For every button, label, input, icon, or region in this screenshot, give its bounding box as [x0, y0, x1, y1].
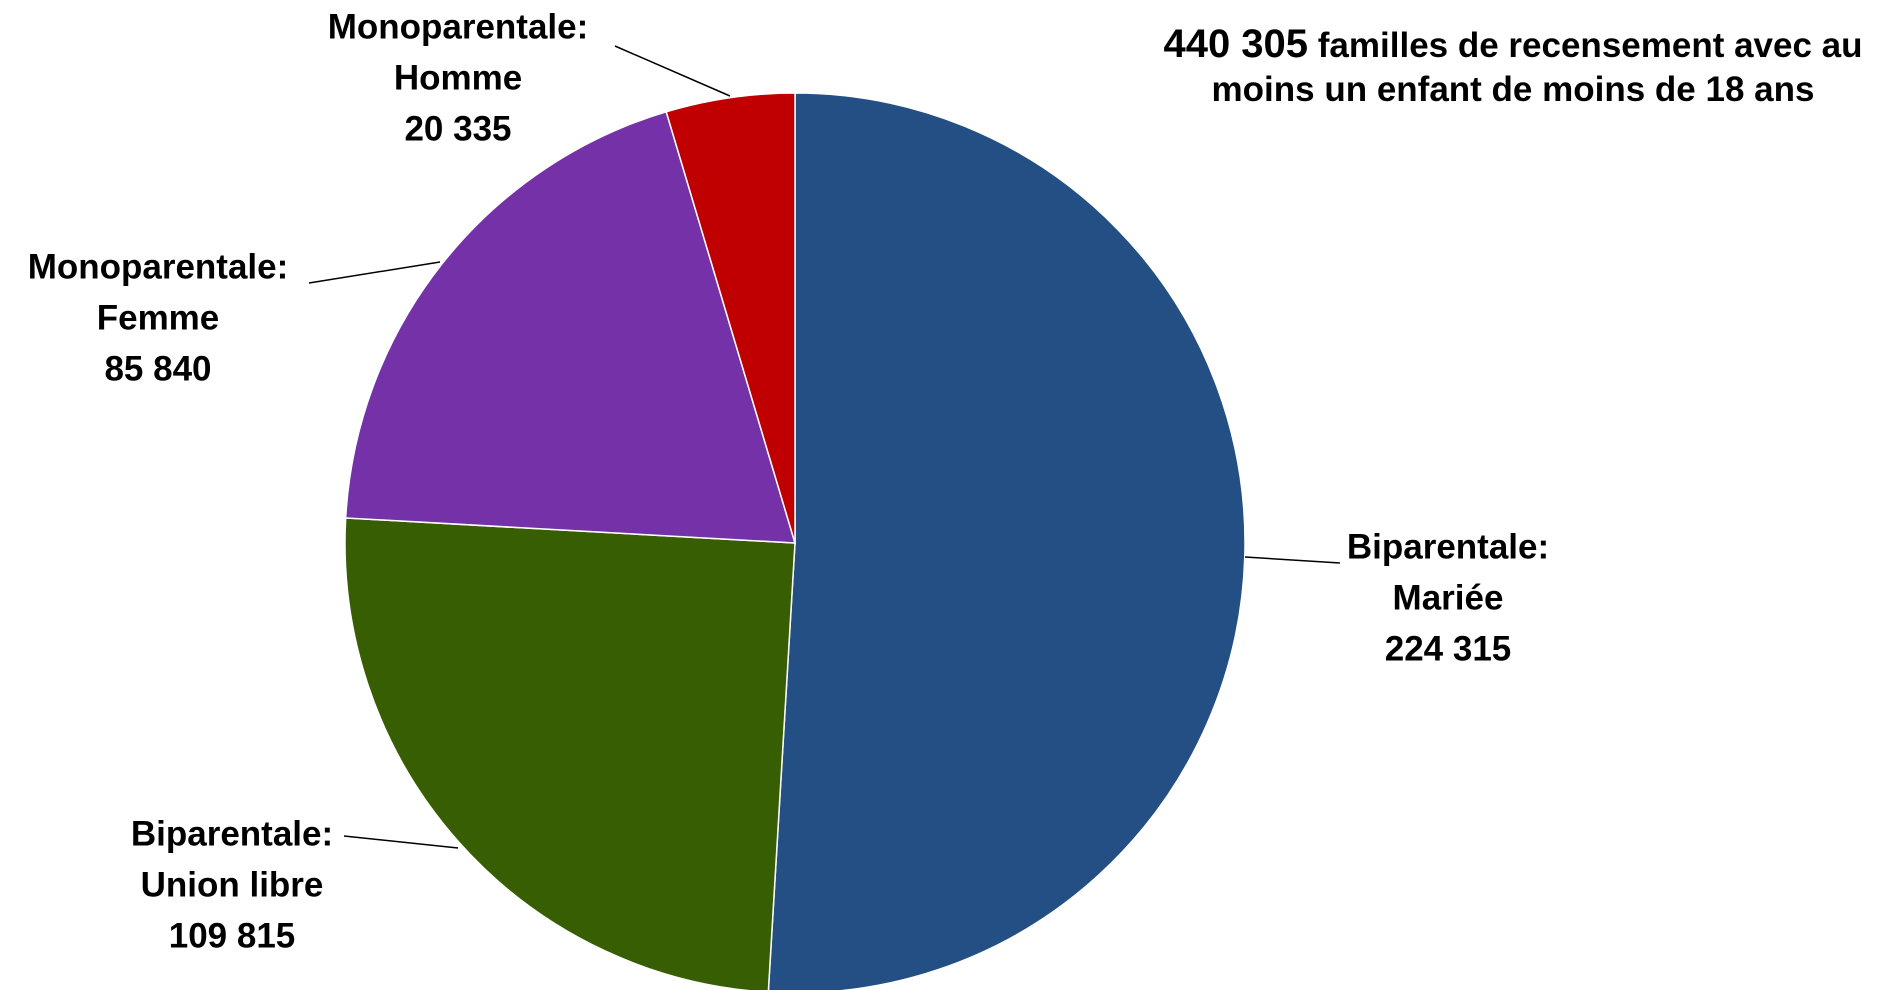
- leader-line-0: [1244, 556, 1341, 564]
- slice-label-subcategory-1: Union libre: [141, 865, 324, 904]
- slice-label-category-0: Biparentale:: [1347, 527, 1549, 566]
- slice-labels: Biparentale: Mariée 224 315 Biparentale: Uni…: [28, 7, 1549, 955]
- slice-label-value-3: 20 335: [404, 109, 511, 148]
- leader-line-3: [614, 45, 731, 97]
- slice-label-value-1: 109 815: [169, 916, 296, 955]
- slice-label-value-2: 85 840: [104, 349, 211, 388]
- slice-label-subcategory-2: Femme: [97, 298, 220, 337]
- slice-label-value-0: 224 315: [1385, 629, 1512, 668]
- chart-title: 440 305 familles de recensement avec au …: [1158, 22, 1868, 112]
- chart-title-number: 440 305: [1163, 22, 1309, 66]
- leader-lines: [308, 45, 1341, 849]
- chart-title-text: familles de recensement avec au moins un…: [1211, 26, 1863, 109]
- slice-label-subcategory-0: Mariée: [1393, 578, 1504, 617]
- slice-label-category-3: Monoparentale:: [328, 7, 589, 46]
- slice-label-subcategory-3: Homme: [394, 58, 522, 97]
- pie-slice-2: [344, 110, 797, 544]
- leader-line-1: [343, 835, 459, 849]
- pie-slice-3: [665, 92, 796, 544]
- pie-slice-1: [344, 517, 796, 990]
- leader-line-2: [308, 261, 441, 284]
- pie-slices: [344, 92, 1246, 990]
- pie-slice-0: [767, 92, 1246, 990]
- slice-label-category-1: Biparentale:: [131, 814, 333, 853]
- slice-label-category-2: Monoparentale:: [28, 247, 289, 286]
